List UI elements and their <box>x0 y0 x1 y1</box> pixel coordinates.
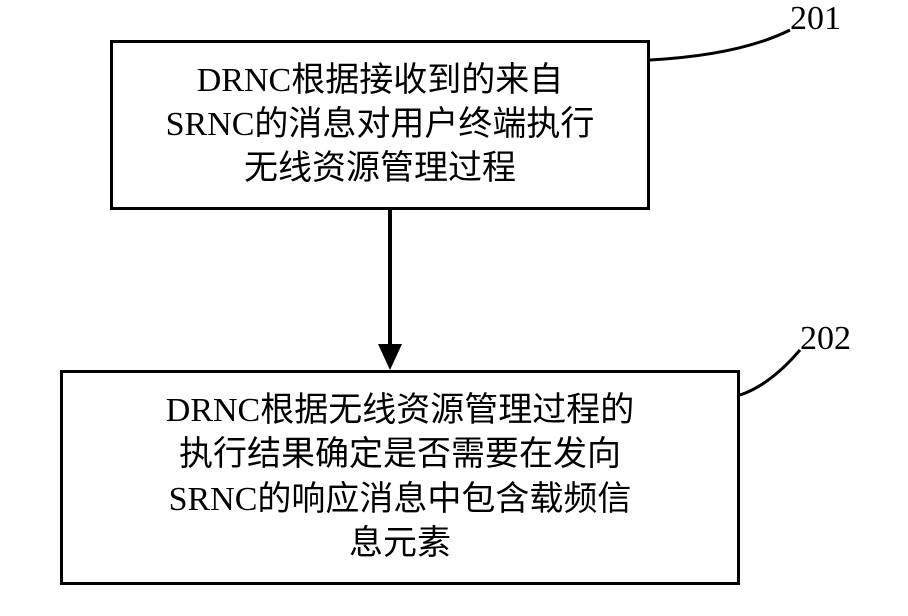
callout-curve <box>650 30 790 60</box>
diagram-canvas: DRNC根据接收到的来自 SRNC的消息对用户终端执行 无线资源管理过程 DRN… <box>0 0 908 616</box>
flow-step-1: DRNC根据接收到的来自 SRNC的消息对用户终端执行 无线资源管理过程 <box>110 40 650 210</box>
callout-curve <box>740 350 800 395</box>
flow-step-2-text: DRNC根据无线资源管理过程的 执行结果确定是否需要在发向 SRNC的响应消息中… <box>166 389 634 566</box>
flow-step-2: DRNC根据无线资源管理过程的 执行结果确定是否需要在发向 SRNC的响应消息中… <box>60 370 740 585</box>
flow-step-1-text: DRNC根据接收到的来自 SRNC的消息对用户终端执行 无线资源管理过程 <box>166 59 595 192</box>
flow-arrow-line <box>388 210 392 344</box>
step-number-202: 202 <box>800 320 851 358</box>
step-number-201: 201 <box>790 0 841 38</box>
flow-arrow-head-icon <box>378 344 402 370</box>
